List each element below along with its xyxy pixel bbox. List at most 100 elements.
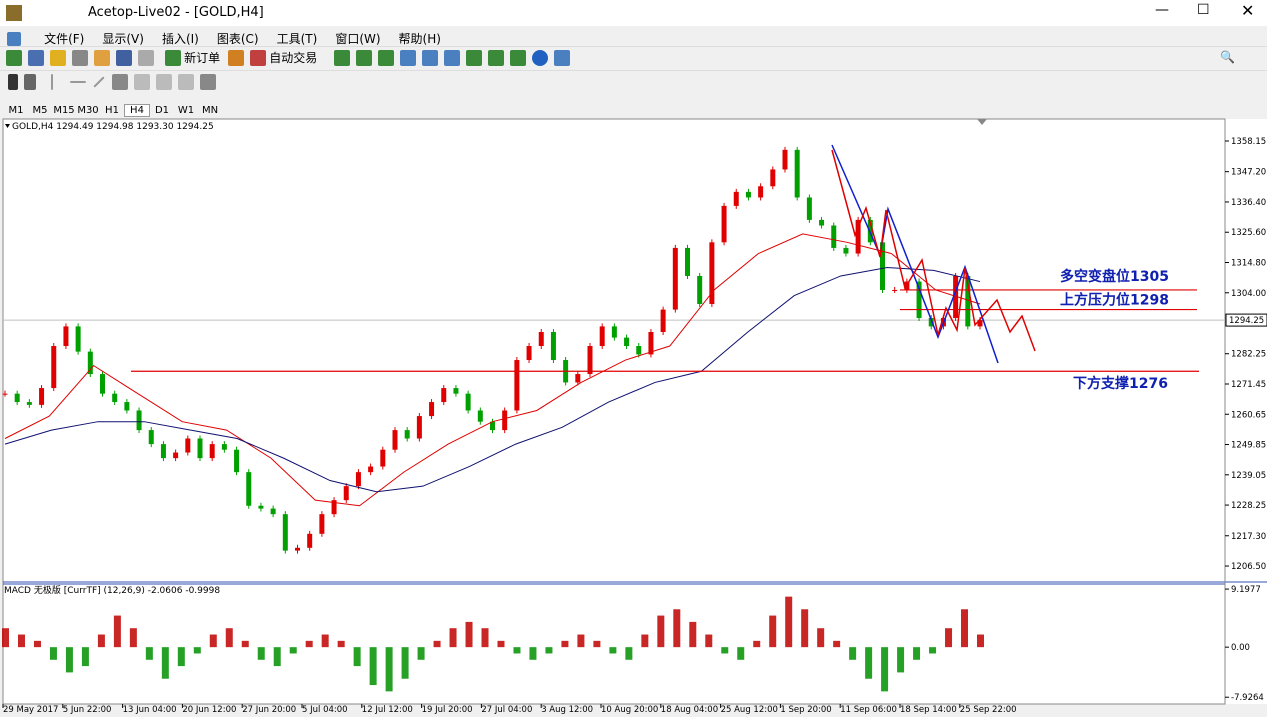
candle [307,533,313,548]
candle [209,444,215,459]
timeframe-button[interactable]: M5 [32,105,48,116]
macd-bar [145,647,153,660]
tool-icon[interactable] [422,49,439,66]
candle [14,393,20,403]
candle [51,346,57,389]
macd-bar [2,628,9,648]
tool-icon[interactable] [93,75,105,88]
doc-icon [7,31,21,46]
macd-bar [961,609,969,648]
menu-item[interactable]: 显示(V) [102,32,144,46]
chart-background [2,118,1226,705]
tool-icon[interactable] [116,49,132,66]
tool-icon[interactable] [378,49,395,66]
tool-icon[interactable] [94,49,110,66]
macd-bar [593,640,601,648]
x-tick-label: 25 Sep 22:00 [960,705,1017,715]
new-order-icon[interactable] [165,49,182,66]
macd-bar [433,640,441,648]
tool-icon[interactable] [510,49,527,66]
timeframe-button[interactable]: M1 [8,105,24,116]
candle [429,402,435,417]
timeframe-button[interactable]: H1 [105,105,119,116]
tool-icon[interactable] [356,49,373,66]
tool-icon[interactable] [70,80,86,83]
x-tick-label: 13 Jun 04:00 [123,705,177,715]
macd-bar [177,647,185,667]
timeframe-button[interactable]: MN [201,105,219,116]
x-tick-label: 11 Sep 06:00 [840,705,897,715]
candle [221,444,227,450]
candle [173,452,179,459]
maximize-button[interactable]: ☐ [1197,2,1210,18]
auto-trade-button[interactable]: 自动交易 [269,51,318,65]
tool-icon[interactable] [466,49,483,66]
macd-bar [545,647,553,654]
new-order-button[interactable]: 新订单 [184,51,221,65]
candle [953,275,959,318]
tool-icon[interactable] [554,49,571,66]
candle [758,186,764,198]
menu-item[interactable]: 图表(C) [216,32,259,46]
macd-bar [721,647,729,654]
tool-icon[interactable] [200,73,216,90]
tool-icon[interactable] [51,73,53,90]
tool-icon[interactable] [72,49,88,66]
candle [148,430,154,445]
auto-trade-icon[interactable] [250,49,267,66]
tool-icon[interactable] [334,49,351,66]
candle [733,191,739,206]
minimize-button[interactable]: — [1155,2,1169,18]
tool-icon[interactable] [50,49,66,66]
macd-bar [897,647,905,673]
tool-icon[interactable] [228,49,245,66]
tool-icon[interactable] [6,49,22,66]
tool-icon[interactable] [178,73,194,90]
x-tick-label: 18 Aug 04:00 [661,705,718,715]
tool-icon[interactable] [488,49,505,66]
tool-icon[interactable] [532,49,549,66]
timeframe-button[interactable]: M30 [77,105,99,116]
level-label: 下方支撑1276 [1073,375,1168,392]
tool-icon[interactable] [400,49,417,66]
candle [977,320,983,327]
macd-bar [401,647,409,679]
candle [685,247,690,276]
candle [477,410,483,422]
tool-icon[interactable] [134,73,150,90]
candle [514,360,520,411]
macd-bar [577,634,585,648]
timeframe-button[interactable]: W1 [177,105,195,116]
tool-icon[interactable] [138,49,154,66]
timeframe-button[interactable]: D1 [154,105,170,116]
menu-item[interactable]: 帮助(H) [398,32,441,46]
tool-icon[interactable] [8,73,18,90]
search-icon[interactable]: 🔍 [1220,50,1235,64]
tool-icon[interactable] [156,73,172,90]
timeframe-button[interactable]: H4 [124,104,150,117]
timeframe-button[interactable]: M15 [53,105,75,116]
candle [392,430,398,450]
candle [2,393,8,395]
tool-icon[interactable] [444,49,461,66]
macd-bar [769,615,777,648]
y-tick-label: 1239.05 [1231,471,1266,481]
tool-icon[interactable] [112,73,128,90]
menu-item[interactable]: 插入(I) [161,32,199,46]
candle [416,416,422,439]
tool-icon[interactable] [24,73,36,90]
close-button[interactable]: ✕ [1241,1,1255,20]
candle [636,346,642,355]
candle [782,149,788,170]
menu-item[interactable]: 窗口(W) [335,32,381,46]
menu-item[interactable]: 工具(T) [276,32,318,46]
macd-bar [641,634,649,648]
drawing-toolbar [0,70,1267,95]
candle [331,500,337,515]
tool-icon[interactable] [28,49,44,66]
menu-item[interactable]: 文件(F) [44,32,85,46]
candle [526,346,532,361]
y-tick-label: 1217.30 [1231,532,1266,542]
y2-tick-label: 0.00 [1231,643,1250,653]
x-tick-label: 29 May 2017 [3,705,58,715]
